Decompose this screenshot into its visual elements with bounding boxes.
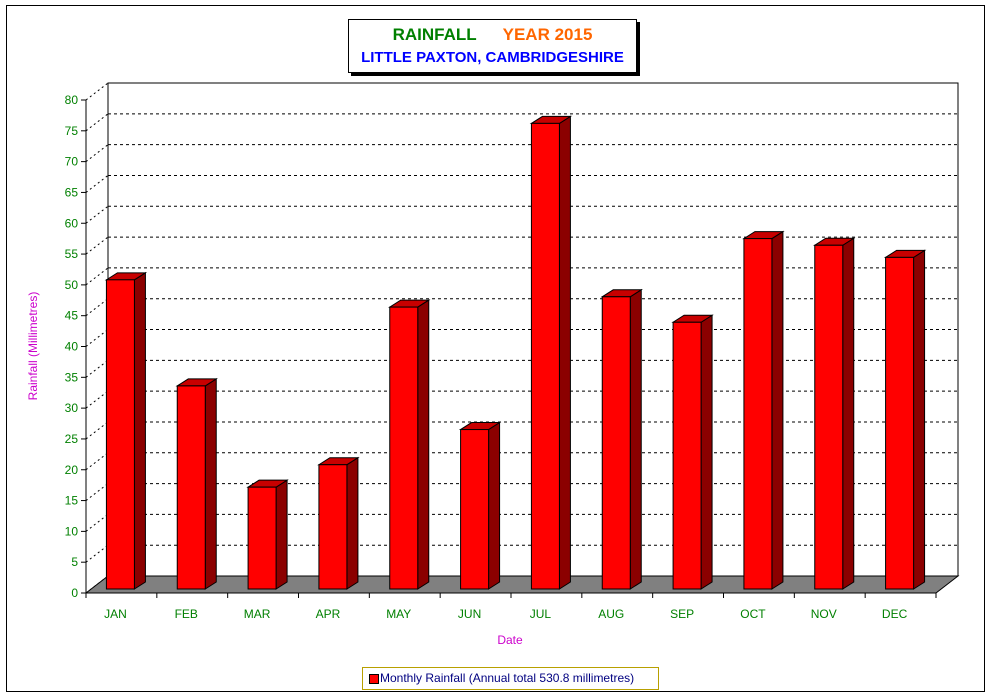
bar-side	[346, 456, 359, 590]
legend-swatch	[369, 674, 379, 684]
y-tick-label: 30	[65, 401, 79, 415]
x-axis-label: Date	[497, 633, 523, 647]
bar-front	[176, 385, 206, 590]
bar	[458, 421, 502, 590]
x-tick-label: DEC	[882, 607, 908, 621]
bar-side	[913, 249, 926, 590]
bar	[813, 237, 856, 590]
x-tick-label: APR	[316, 607, 341, 621]
bar	[317, 456, 360, 590]
x-tick-label: JAN	[104, 607, 127, 621]
gridline-diagonal	[85, 421, 109, 440]
chart-title: RAINFALL	[392, 25, 477, 44]
bar	[388, 299, 431, 590]
gridline-diagonal	[85, 267, 109, 286]
bar	[671, 314, 714, 590]
bar-front	[318, 464, 348, 590]
gridline-diagonal	[85, 144, 109, 163]
x-tick-label: OCT	[740, 607, 766, 621]
bar-front	[885, 256, 915, 590]
legend: Monthly Rainfall (Annual total 530.8 mil…	[362, 667, 659, 690]
gridline-diagonal	[85, 82, 109, 101]
bar-side	[417, 299, 430, 590]
legend-label: Monthly Rainfall (Annual total 530.8 mil…	[380, 671, 635, 685]
bar-side	[488, 421, 501, 590]
bar	[104, 271, 148, 590]
gridline-diagonal	[85, 205, 109, 224]
gridline-diagonal	[85, 236, 109, 255]
y-tick-label: 20	[65, 463, 79, 477]
y-tick-label: 80	[65, 93, 79, 107]
bar	[529, 115, 573, 590]
bar	[246, 479, 289, 590]
y-tick-label: 0	[71, 586, 78, 600]
x-tick-label: MAY	[386, 607, 411, 621]
x-tick-label: JUN	[458, 607, 481, 621]
gridline-diagonal	[85, 452, 109, 471]
bar	[883, 249, 927, 590]
bar-side	[629, 288, 642, 590]
x-tick-label: AUG	[598, 607, 624, 621]
x-tick-label: SEP	[670, 607, 694, 621]
y-tick-label: 10	[65, 524, 79, 538]
gridline-diagonal	[85, 175, 109, 193]
bar-side	[842, 237, 855, 590]
gridline-diagonal	[85, 298, 109, 317]
chart-title-year: YEAR 2015	[502, 25, 593, 44]
bar-side	[133, 271, 146, 590]
gridline-diagonal	[85, 544, 109, 563]
x-tick-label: FEB	[175, 607, 198, 621]
bar-front	[530, 122, 560, 590]
y-tick-label: 75	[65, 124, 79, 138]
bar-front	[389, 306, 419, 590]
x-tick-label: JUL	[530, 607, 552, 621]
gridline-diagonal	[85, 359, 109, 378]
bar-side	[558, 115, 571, 590]
x-tick-label: NOV	[811, 607, 837, 621]
y-tick-label: 55	[65, 247, 79, 261]
bar-front	[247, 486, 277, 590]
y-tick-label: 35	[65, 370, 79, 384]
bar	[600, 288, 643, 590]
gridline-diagonal	[85, 483, 109, 501]
bar-side	[700, 314, 713, 590]
y-tick-label: 40	[65, 340, 79, 354]
bar	[175, 377, 218, 590]
y-tick-label: 70	[65, 155, 79, 169]
bar-side	[275, 479, 288, 590]
bar-front	[672, 321, 702, 590]
gridline-diagonal	[85, 390, 109, 409]
y-tick-label: 50	[65, 278, 79, 292]
gridline-diagonal	[85, 113, 109, 132]
bar	[742, 230, 785, 590]
chart-subtitle: LITTLE PAXTON, CAMBRIDGESHIRE	[361, 49, 624, 66]
y-tick-label: 5	[71, 555, 78, 569]
bar-front	[105, 279, 135, 590]
y-tick-label: 15	[65, 494, 79, 508]
x-tick-label: MAR	[244, 607, 271, 621]
bar-side	[771, 230, 784, 590]
y-tick-label: 65	[65, 185, 79, 199]
chart-title-box: RAINFALL YEAR 2015 LITTLE PAXTON, CAMBRID…	[348, 19, 637, 73]
bar-front	[743, 238, 773, 590]
y-tick-label: 60	[65, 216, 79, 230]
y-tick-label: 25	[65, 432, 79, 446]
bar-front	[601, 296, 631, 590]
gridline-diagonal	[85, 513, 109, 532]
bar-front	[814, 244, 844, 590]
y-axis-label: Rainfall (Millimetres)	[26, 292, 40, 401]
bar-side	[204, 377, 217, 590]
y-tick-label: 45	[65, 309, 79, 323]
gridline-diagonal	[85, 329, 109, 347]
bar-front	[460, 429, 490, 590]
